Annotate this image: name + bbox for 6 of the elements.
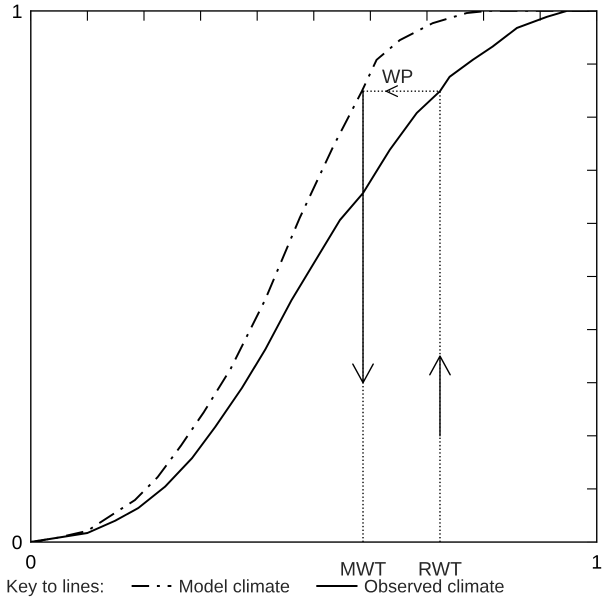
ref-line-label: MWT [341,562,386,576]
ref-line-label: WP [382,70,412,83]
legend-title: Key to lines: [8,579,103,596]
legend-label: Model climate [180,579,290,593]
legend-label: Observed climate [364,579,504,593]
ref-line-label: RWT [420,562,462,576]
